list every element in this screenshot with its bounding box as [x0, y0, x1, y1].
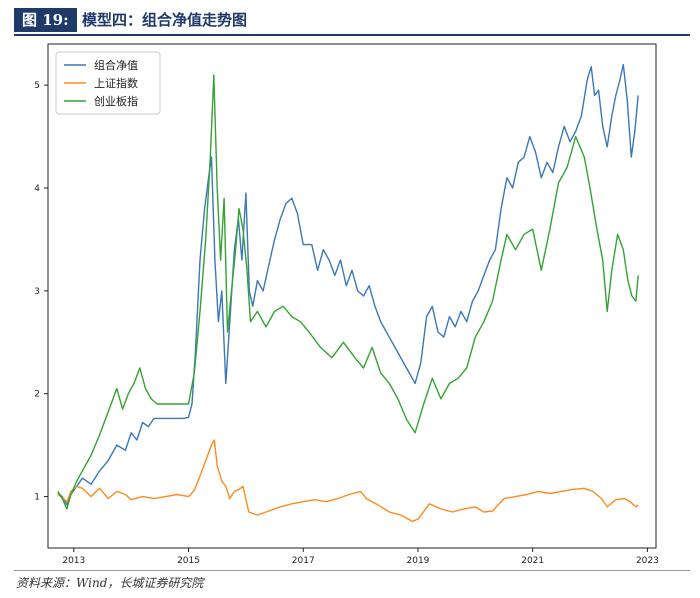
series-line-0 [57, 63, 639, 506]
figure-tag: 图 19: [14, 8, 77, 32]
x-tick-label: 2015 [177, 556, 200, 566]
plot-frame [47, 43, 657, 549]
x-tick-label: 2019 [407, 556, 430, 566]
x-tick-label: 2013 [62, 556, 85, 566]
y-tick-label: 1 [34, 493, 40, 503]
source-note: 资料来源：Wind，长城证券研究院 [16, 576, 204, 590]
x-tick-label: 2021 [521, 556, 544, 566]
y-tick-label: 5 [34, 81, 40, 91]
y-tick-label: 4 [34, 184, 40, 194]
figure-title: 模型四：组合净值走势图 [82, 11, 248, 29]
y-tick-label: 3 [34, 287, 40, 297]
x-tick-label: 2023 [636, 556, 659, 566]
line-chart: 2013 2015 2017 2019 2021 2023 1 2 3 4 5 组合净值上证指数创业板… [34, 43, 659, 566]
legend-label-1: 上证指数 [94, 76, 138, 90]
series-line-1 [57, 439, 639, 522]
y-tick-label: 2 [34, 390, 40, 400]
chart-container: 2013 2015 2017 2019 2021 2023 1 2 3 4 5 组合净值上证指数创业板… [0, 38, 700, 568]
figure-header: 图 19: 模型四：组合净值走势图 [14, 8, 690, 36]
series-line-2 [57, 74, 639, 510]
source-divider [14, 570, 690, 571]
x-tick-label: 2017 [292, 556, 315, 566]
legend-label-2: 创业板指 [94, 94, 138, 108]
legend-box [55, 51, 161, 115]
legend-label-0: 组合净值 [94, 58, 138, 72]
